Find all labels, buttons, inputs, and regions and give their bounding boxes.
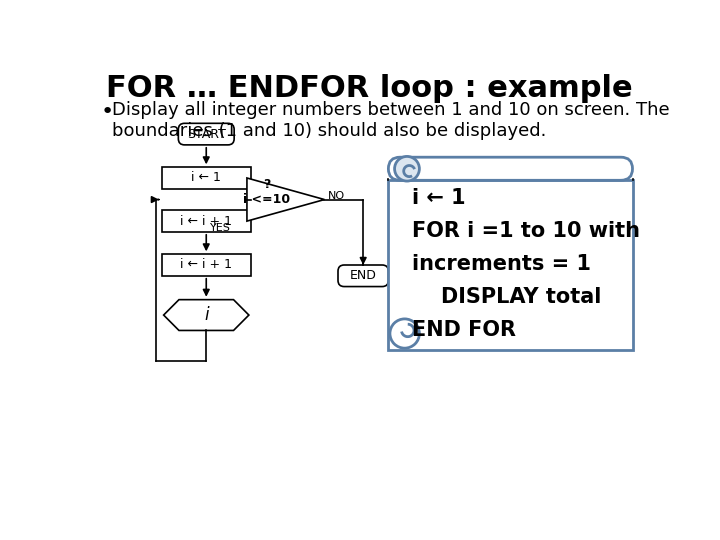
- Text: i <=10: i <=10: [243, 193, 290, 206]
- FancyBboxPatch shape: [388, 157, 632, 180]
- Text: •: •: [101, 102, 114, 122]
- Polygon shape: [163, 300, 249, 330]
- Text: FOR … ENDFOR loop : example: FOR … ENDFOR loop : example: [106, 74, 632, 103]
- Text: START: START: [186, 127, 225, 140]
- Text: END FOR: END FOR: [412, 320, 516, 340]
- Text: i ← i + 1: i ← i + 1: [180, 259, 233, 272]
- Text: DISPLAY total: DISPLAY total: [412, 287, 601, 307]
- Text: YES: YES: [210, 224, 231, 233]
- Bar: [162, 254, 251, 276]
- Text: FOR i =1 to 10 with: FOR i =1 to 10 with: [412, 221, 639, 241]
- Text: i ← 1: i ← 1: [192, 172, 221, 185]
- Circle shape: [395, 157, 419, 181]
- Polygon shape: [247, 178, 325, 221]
- Text: increments = 1: increments = 1: [412, 254, 590, 274]
- FancyBboxPatch shape: [338, 265, 388, 287]
- Circle shape: [390, 319, 419, 348]
- FancyBboxPatch shape: [388, 180, 632, 350]
- Text: END: END: [350, 269, 377, 282]
- Text: i ← 1: i ← 1: [412, 188, 465, 208]
- Text: Display all integer numbers between 1 and 10 on screen. The
boundaries (1 and 10: Display all integer numbers between 1 an…: [112, 101, 670, 140]
- Bar: [162, 167, 251, 189]
- Bar: [162, 210, 251, 232]
- Text: NO: NO: [328, 192, 346, 201]
- Text: ?: ?: [263, 178, 270, 191]
- FancyBboxPatch shape: [179, 123, 234, 145]
- Text: i ← i + 1: i ← i + 1: [180, 214, 233, 228]
- Text: i: i: [204, 306, 209, 324]
